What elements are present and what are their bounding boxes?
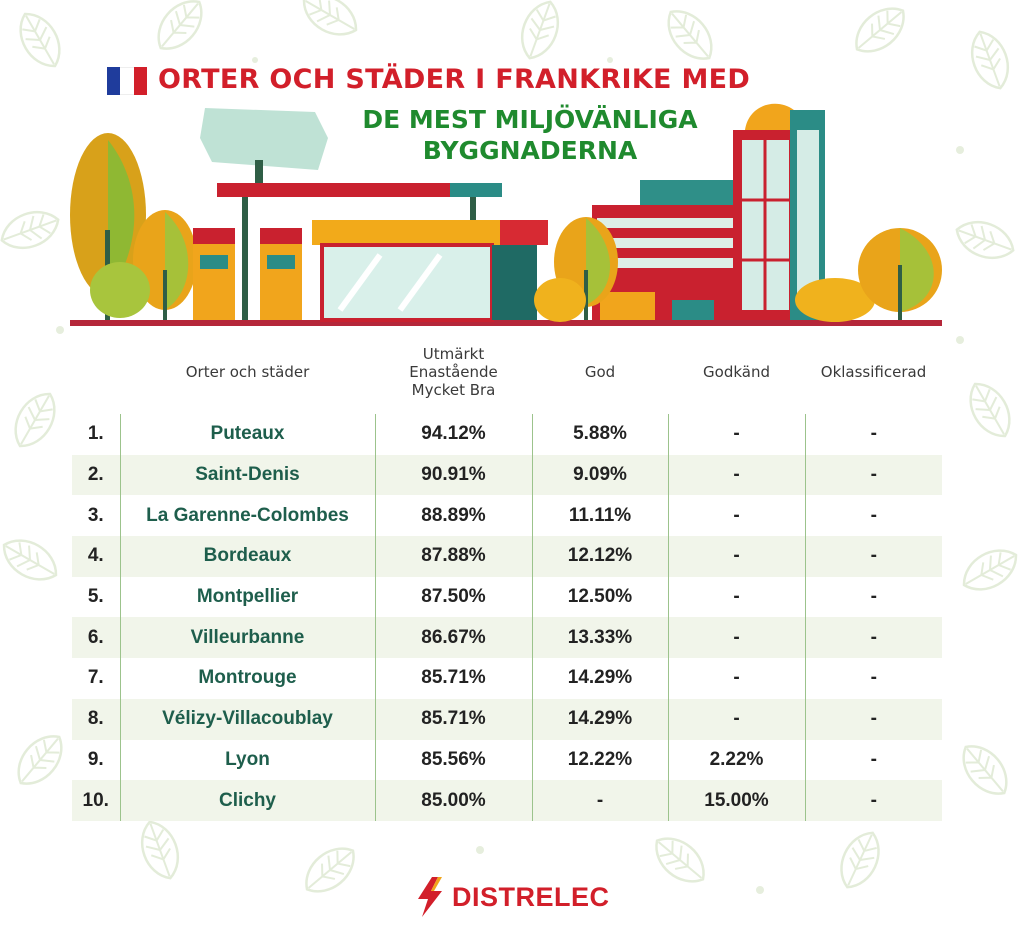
header-pass: Godkänd (703, 363, 770, 381)
cell-rank: 6. (72, 617, 120, 659)
distrelec-bolt-icon (418, 877, 442, 917)
cell-city: Villeurbanne (119, 617, 375, 659)
cell-unclassified: - (804, 414, 942, 455)
cell-unclassified: - (804, 454, 942, 496)
cell-excellent: 87.88% (374, 536, 532, 577)
cell-unclassified: - (804, 495, 942, 537)
brand-name: DISTRELEC (452, 881, 610, 912)
cell-city: La Garenne-Colombes (119, 495, 375, 537)
table-row: 3. La Garenne-Colombes 88.89% 11.11% - - (72, 495, 942, 537)
cell-unclassified: - (804, 739, 942, 781)
cell-excellent: 85.71% (374, 658, 532, 699)
table-row: 5. Montpellier 87.50% 12.50% - - (72, 576, 942, 618)
brand-logo: DISTRELEC (416, 876, 610, 918)
cell-good: 14.29% (531, 698, 668, 740)
cell-rank: 4. (72, 536, 120, 577)
cell-good: 11.11% (531, 495, 668, 537)
cell-good: 9.09% (531, 454, 668, 496)
cell-city: Lyon (119, 739, 375, 781)
table-row: 2. Saint-Denis 90.91% 9.09% - - (72, 454, 942, 496)
cell-city: Bordeaux (119, 536, 375, 577)
ranking-table: 1. Puteaux 94.12% 5.88% - -2. Saint-Denis 90.91… (72, 414, 942, 821)
cell-good: 12.12% (531, 536, 668, 577)
cell-good: 12.50% (531, 576, 668, 618)
cell-unclassified: - (804, 658, 942, 699)
cell-excellent: 85.56% (374, 739, 532, 781)
gas-station-illustration (70, 103, 942, 326)
cell-pass: - (667, 454, 805, 496)
cell-unclassified: - (804, 780, 942, 821)
table-row: 9. Lyon 85.56% 12.22% 2.22% - (72, 739, 942, 781)
cell-rank: 1. (87, 423, 104, 445)
title-line-2: DE MEST MILJÖVÄNLIGA BYGGNADERNA (362, 105, 698, 165)
cell-pass: - (667, 658, 805, 699)
header-city: Orter och städer (185, 363, 310, 381)
cell-city: Clichy (119, 780, 375, 821)
header-excellent: Utmärkt Enastående Mycket Bra (409, 345, 498, 399)
cell-pass: - (667, 414, 805, 455)
table-row: 7. Montrouge 85.71% 14.29% - - (72, 658, 942, 699)
cell-pass: - (667, 495, 805, 537)
cell-excellent: 90.91% (374, 454, 532, 496)
cell-excellent: 86.67% (374, 617, 532, 659)
cell-excellent: 85.71% (374, 698, 532, 740)
cell-good: 12.22% (531, 739, 668, 781)
cell-city: Puteaux (119, 414, 375, 455)
cell-rank: 7. (87, 667, 104, 689)
france-flag-icon (107, 67, 147, 95)
cell-unclassified: - (804, 576, 942, 618)
table-row: 4. Bordeaux 87.88% 12.12% - - (72, 536, 942, 577)
cell-unclassified: - (804, 698, 942, 740)
cell-good: 14.29% (531, 658, 668, 699)
cell-city: Vélizy-Villacoublay (119, 698, 375, 740)
table-row: 8. Vélizy-Villacoublay 85.71% 14.29% - - (72, 698, 942, 740)
cell-rank: 10. (72, 780, 120, 821)
cell-pass: 2.22% (667, 739, 805, 781)
title-line-1: ORTER OCH STÄDER I FRANKRIKE MED (158, 64, 751, 95)
cell-good: 5.88% (531, 414, 668, 455)
cell-pass: - (667, 698, 805, 740)
cell-rank: 2. (72, 454, 120, 496)
cell-excellent: 88.89% (374, 495, 532, 537)
cell-good: 13.33% (531, 617, 668, 659)
cell-unclassified: - (804, 617, 942, 659)
cell-excellent: 87.50% (374, 576, 532, 618)
header-unclassified: Oklassificerad (820, 363, 927, 381)
cell-good: - (531, 780, 668, 821)
table-row: 6. Villeurbanne 86.67% 13.33% - - (72, 617, 942, 659)
cell-excellent: 85.00% (374, 780, 532, 821)
cell-unclassified: - (804, 536, 942, 577)
cell-city: Saint-Denis (119, 454, 375, 496)
cell-excellent: 94.12% (374, 414, 532, 455)
cell-pass: 15.00% (667, 780, 805, 821)
cell-pass: - (667, 617, 805, 659)
cell-rank: 8. (72, 698, 120, 740)
table-row: 1. Puteaux 94.12% 5.88% - - (72, 414, 942, 455)
cell-city: Montrouge (119, 658, 375, 699)
cell-city: Montpellier (119, 576, 375, 618)
cell-pass: - (667, 576, 805, 618)
table-row: 10. Clichy 85.00% -15.00% - (72, 780, 942, 821)
cell-pass: - (667, 536, 805, 577)
cell-rank: 5. (87, 586, 104, 608)
cell-rank: 3. (87, 504, 104, 526)
header-good: God (584, 363, 616, 381)
cell-rank: 9. (87, 748, 104, 770)
